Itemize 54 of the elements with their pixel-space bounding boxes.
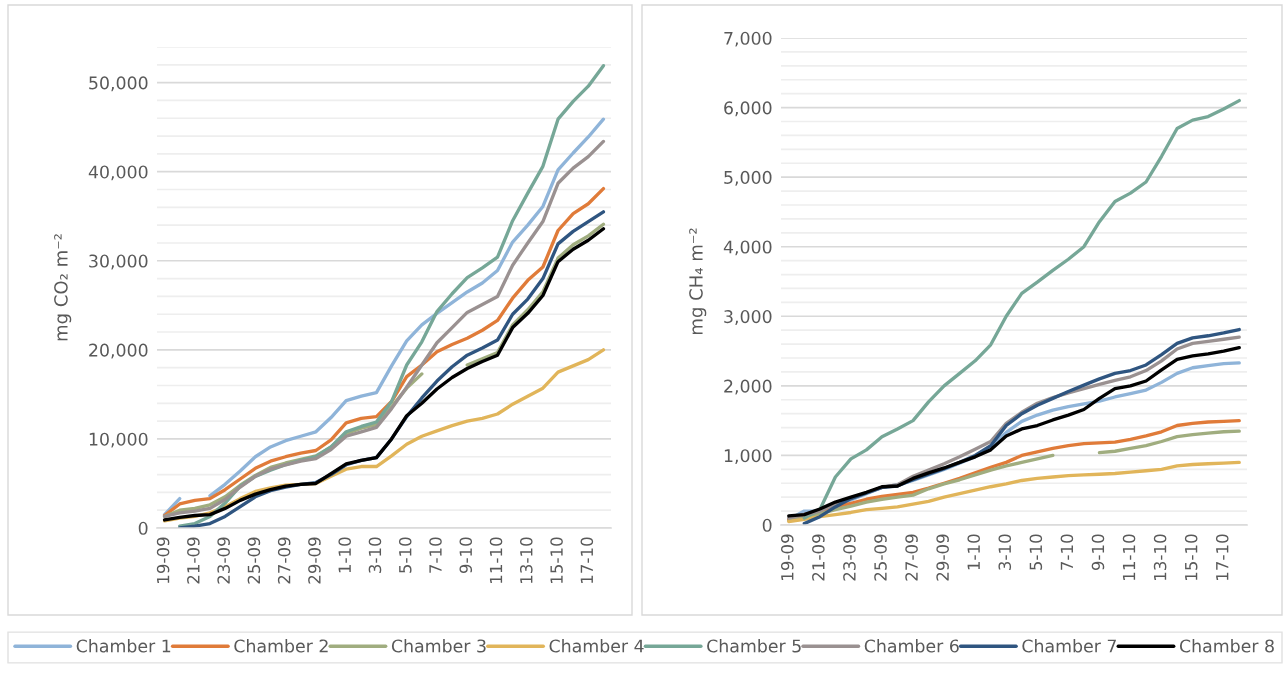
x-tick-label: 5-10 — [398, 537, 412, 573]
y-axis-title: mg CH₄ m⁻² — [689, 228, 707, 335]
y-axis-title: mg CO₂ m⁻² — [54, 234, 72, 341]
x-tick-label: 23-09 — [217, 537, 230, 584]
x-tick-label: 15-10 — [1184, 534, 1198, 580]
legend-label: Chamber 5 — [707, 639, 801, 653]
x-tick-label: 3-10 — [368, 537, 382, 573]
y-tick-label: 3,000 — [724, 310, 772, 325]
x-tick-label: 25-09 — [874, 534, 887, 581]
y-tick-label: 2,000 — [724, 379, 772, 395]
x-tick-label: 17-10 — [580, 537, 594, 583]
y-tick-label: 7,000 — [724, 31, 772, 47]
x-tick-label: 15-10 — [550, 537, 563, 583]
y-tick-label: 20,000 — [89, 343, 148, 359]
x-tick-label: 13-10 — [520, 537, 533, 583]
x-tick-label: 21-09 — [187, 537, 200, 584]
y-tick-label: 10,000 — [89, 432, 148, 448]
y-tick-label: 30,000 — [89, 254, 148, 270]
x-tick-label: 21-09 — [812, 534, 825, 581]
legend-label: Chamber 1 — [76, 639, 171, 653]
x-tick-label: 7-10 — [429, 537, 442, 573]
legend-label: Chamber 2 — [234, 639, 328, 653]
legend-label: Chamber 4 — [549, 639, 644, 653]
x-tick-label: 3-10 — [998, 534, 1012, 570]
x-tick-label: 9-10 — [1091, 534, 1105, 571]
x-tick-label: 1-10 — [967, 534, 980, 570]
x-tick-label: 19-09 — [156, 537, 170, 583]
x-tick-label: 11-10 — [1122, 534, 1136, 580]
y-tick-label: 6,000 — [724, 101, 772, 117]
x-tick-label: 17-10 — [1215, 534, 1229, 580]
x-tick-label: 25-09 — [247, 537, 261, 584]
x-tick-label: 9-10 — [459, 537, 473, 574]
legend-label: Chamber 7 — [1022, 639, 1116, 653]
x-tick-label: 13-10 — [1153, 534, 1167, 580]
x-tick-label: 5-10 — [1029, 534, 1043, 570]
x-tick-label: 1-10 — [338, 537, 351, 573]
x-tick-label: 11-10 — [489, 537, 503, 583]
x-tick-label: 29-09 — [936, 534, 949, 581]
legend-label: Chamber 3 — [391, 639, 486, 653]
x-tick-label: 27-09 — [277, 537, 291, 584]
y-tick-label: 0 — [138, 521, 148, 535]
legend-label: Chamber 6 — [864, 639, 959, 653]
y-tick-label: 5,000 — [724, 170, 772, 186]
x-tick-label: 19-09 — [781, 534, 794, 580]
x-tick-label: 23-09 — [843, 534, 856, 581]
y-tick-label: 40,000 — [88, 165, 148, 181]
legend-label: Chamber 8 — [1179, 639, 1274, 653]
x-tick-label: 27-09 — [905, 534, 918, 581]
y-tick-label: 50,000 — [89, 76, 148, 92]
y-tick-label: 0 — [762, 518, 772, 532]
x-tick-label: 29-09 — [308, 537, 321, 584]
y-tick-label: 4,000 — [723, 240, 772, 256]
y-tick-label: 1,000 — [724, 449, 772, 465]
x-tick-label: 7-10 — [1060, 534, 1074, 570]
